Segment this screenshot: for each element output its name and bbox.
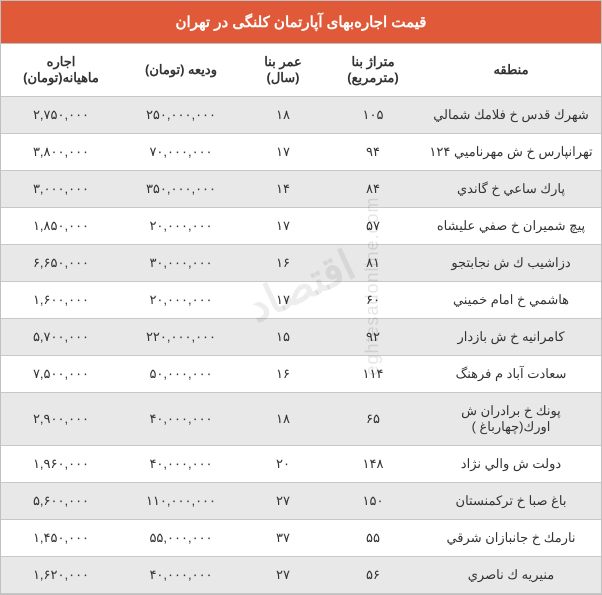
- cell-region: دزاشيب ك ش نجابتجو: [421, 245, 601, 282]
- table-row: سعادت آباد م فرهنگ۱۱۴۱۶۵۰,۰۰۰,۰۰۰۷,۵۰۰,۰…: [1, 356, 601, 393]
- cell-region: منيريه ك ناصري: [421, 557, 601, 594]
- col-header-deposit: ودیعه (تومان): [121, 44, 241, 97]
- cell-deposit: ۳۰,۰۰۰,۰۰۰: [121, 245, 241, 282]
- cell-rent: ۲,۷۵۰,۰۰۰: [1, 97, 121, 134]
- cell-deposit: ۲۰,۰۰۰,۰۰۰: [121, 282, 241, 319]
- cell-age: ۱۷: [241, 134, 325, 171]
- table-row: نارمك خ جانبازان شرقي۵۵۳۷۵۵,۰۰۰,۰۰۰۱,۴۵۰…: [1, 520, 601, 557]
- cell-age: ۲۷: [241, 483, 325, 520]
- cell-area: ۱۵۰: [325, 483, 421, 520]
- cell-region: نارمك خ جانبازان شرقي: [421, 520, 601, 557]
- cell-region: پونك خ برادران ش اورك(چهارباغ ): [421, 393, 601, 446]
- cell-area: ۵۷: [325, 208, 421, 245]
- cell-area: ۶۰: [325, 282, 421, 319]
- cell-rent: ۶,۶۵۰,۰۰۰: [1, 245, 121, 282]
- cell-area: ۶۵: [325, 393, 421, 446]
- cell-rent: ۵,۶۰۰,۰۰۰: [1, 483, 121, 520]
- table-row: هاشمي خ امام خميني۶۰۱۷۲۰,۰۰۰,۰۰۰۱,۶۰۰,۰۰…: [1, 282, 601, 319]
- cell-area: ۱۰۵: [325, 97, 421, 134]
- table-row: پارك ساعي خ گاندي۸۴۱۴۳۵۰,۰۰۰,۰۰۰۳,۰۰۰,۰۰…: [1, 171, 601, 208]
- cell-rent: ۳,۰۰۰,۰۰۰: [1, 171, 121, 208]
- cell-area: ۹۴: [325, 134, 421, 171]
- table-row: تهرانپارس خ ش مهرناميي ۱۲۴۹۴۱۷۷۰,۰۰۰,۰۰۰…: [1, 134, 601, 171]
- table-title: قیمت اجاره‌بهای آپارتمان کلنگی در تهران: [1, 1, 601, 44]
- cell-age: ۱۵: [241, 319, 325, 356]
- col-header-age: عمر بنا (سال): [241, 44, 325, 97]
- cell-region: باغ صبا خ تركمنستان: [421, 483, 601, 520]
- cell-rent: ۱,۴۵۰,۰۰۰: [1, 520, 121, 557]
- cell-rent: ۱,۹۶۰,۰۰۰: [1, 446, 121, 483]
- cell-region: پارك ساعي خ گاندي: [421, 171, 601, 208]
- table-row: پيچ شميران خ صفي عليشاه۵۷۱۷۲۰,۰۰۰,۰۰۰۱,۸…: [1, 208, 601, 245]
- cell-deposit: ۳۵۰,۰۰۰,۰۰۰: [121, 171, 241, 208]
- cell-age: ۱۴: [241, 171, 325, 208]
- table-row: دزاشيب ك ش نجابتجو۸۱۱۶۳۰,۰۰۰,۰۰۰۶,۶۵۰,۰۰…: [1, 245, 601, 282]
- cell-age: ۱۸: [241, 97, 325, 134]
- cell-age: ۱۷: [241, 208, 325, 245]
- cell-age: ۲۷: [241, 557, 325, 594]
- cell-age: ۱۷: [241, 282, 325, 319]
- cell-age: ۱۶: [241, 245, 325, 282]
- header-row: منطقه متراژ بنا (مترمربع) عمر بنا (سال) …: [1, 44, 601, 97]
- cell-region: تهرانپارس خ ش مهرناميي ۱۲۴: [421, 134, 601, 171]
- cell-deposit: ۲۵۰,۰۰۰,۰۰۰: [121, 97, 241, 134]
- cell-deposit: ۴۰,۰۰۰,۰۰۰: [121, 557, 241, 594]
- price-table: منطقه متراژ بنا (مترمربع) عمر بنا (سال) …: [1, 44, 601, 594]
- cell-deposit: ۷۰,۰۰۰,۰۰۰: [121, 134, 241, 171]
- cell-deposit: ۱۱۰,۰۰۰,۰۰۰: [121, 483, 241, 520]
- cell-rent: ۱,۶۰۰,۰۰۰: [1, 282, 121, 319]
- cell-region: هاشمي خ امام خميني: [421, 282, 601, 319]
- cell-rent: ۵,۷۰۰,۰۰۰: [1, 319, 121, 356]
- cell-region: شهرك قدس خ فلامك شمالي: [421, 97, 601, 134]
- cell-region: دولت ش والي نژاد: [421, 446, 601, 483]
- cell-age: ۲۰: [241, 446, 325, 483]
- cell-deposit: ۵۵,۰۰۰,۰۰۰: [121, 520, 241, 557]
- cell-rent: ۲,۹۰۰,۰۰۰: [1, 393, 121, 446]
- cell-area: ۸۱: [325, 245, 421, 282]
- table-row: منيريه ك ناصري۵۶۲۷۴۰,۰۰۰,۰۰۰۱,۶۲۰,۰۰۰: [1, 557, 601, 594]
- cell-area: ۵۵: [325, 520, 421, 557]
- table-row: شهرك قدس خ فلامك شمالي۱۰۵۱۸۲۵۰,۰۰۰,۰۰۰۲,…: [1, 97, 601, 134]
- cell-region: سعادت آباد م فرهنگ: [421, 356, 601, 393]
- cell-age: ۱۸: [241, 393, 325, 446]
- cell-deposit: ۵۰,۰۰۰,۰۰۰: [121, 356, 241, 393]
- cell-area: ۹۲: [325, 319, 421, 356]
- table-row: پونك خ برادران ش اورك(چهارباغ )۶۵۱۸۴۰,۰۰…: [1, 393, 601, 446]
- table-row: كامرانيه خ ش بازدار۹۲۱۵۲۲۰,۰۰۰,۰۰۰۵,۷۰۰,…: [1, 319, 601, 356]
- table-body: شهرك قدس خ فلامك شمالي۱۰۵۱۸۲۵۰,۰۰۰,۰۰۰۲,…: [1, 97, 601, 594]
- price-table-container: قیمت اجاره‌بهای آپارتمان کلنگی در تهران …: [0, 0, 602, 595]
- cell-deposit: ۲۲۰,۰۰۰,۰۰۰: [121, 319, 241, 356]
- cell-area: ۸۴: [325, 171, 421, 208]
- cell-region: پيچ شميران خ صفي عليشاه: [421, 208, 601, 245]
- cell-rent: ۱,۸۵۰,۰۰۰: [1, 208, 121, 245]
- cell-rent: ۳,۸۰۰,۰۰۰: [1, 134, 121, 171]
- col-header-area: متراژ بنا (مترمربع): [325, 44, 421, 97]
- cell-rent: ۷,۵۰۰,۰۰۰: [1, 356, 121, 393]
- cell-age: ۱۶: [241, 356, 325, 393]
- cell-area: ۱۱۴: [325, 356, 421, 393]
- cell-deposit: ۲۰,۰۰۰,۰۰۰: [121, 208, 241, 245]
- col-header-rent: اجاره ماهیانه(تومان): [1, 44, 121, 97]
- col-header-region: منطقه: [421, 44, 601, 97]
- cell-area: ۵۶: [325, 557, 421, 594]
- cell-region: كامرانيه خ ش بازدار: [421, 319, 601, 356]
- table-row: دولت ش والي نژاد۱۴۸۲۰۴۰,۰۰۰,۰۰۰۱,۹۶۰,۰۰۰: [1, 446, 601, 483]
- cell-deposit: ۴۰,۰۰۰,۰۰۰: [121, 393, 241, 446]
- cell-area: ۱۴۸: [325, 446, 421, 483]
- cell-deposit: ۴۰,۰۰۰,۰۰۰: [121, 446, 241, 483]
- cell-age: ۳۷: [241, 520, 325, 557]
- table-row: باغ صبا خ تركمنستان۱۵۰۲۷۱۱۰,۰۰۰,۰۰۰۵,۶۰۰…: [1, 483, 601, 520]
- cell-rent: ۱,۶۲۰,۰۰۰: [1, 557, 121, 594]
